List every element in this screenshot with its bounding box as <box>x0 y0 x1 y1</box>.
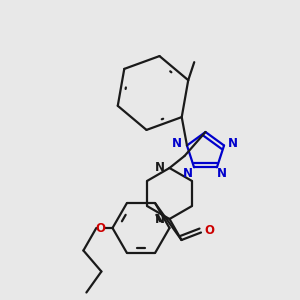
Text: O: O <box>204 224 214 238</box>
Text: N: N <box>155 161 165 174</box>
Text: N: N <box>182 167 192 180</box>
Text: N: N <box>228 136 238 150</box>
Text: N: N <box>155 213 165 226</box>
Text: N: N <box>218 167 227 180</box>
Text: N: N <box>172 136 182 150</box>
Text: O: O <box>95 221 105 235</box>
